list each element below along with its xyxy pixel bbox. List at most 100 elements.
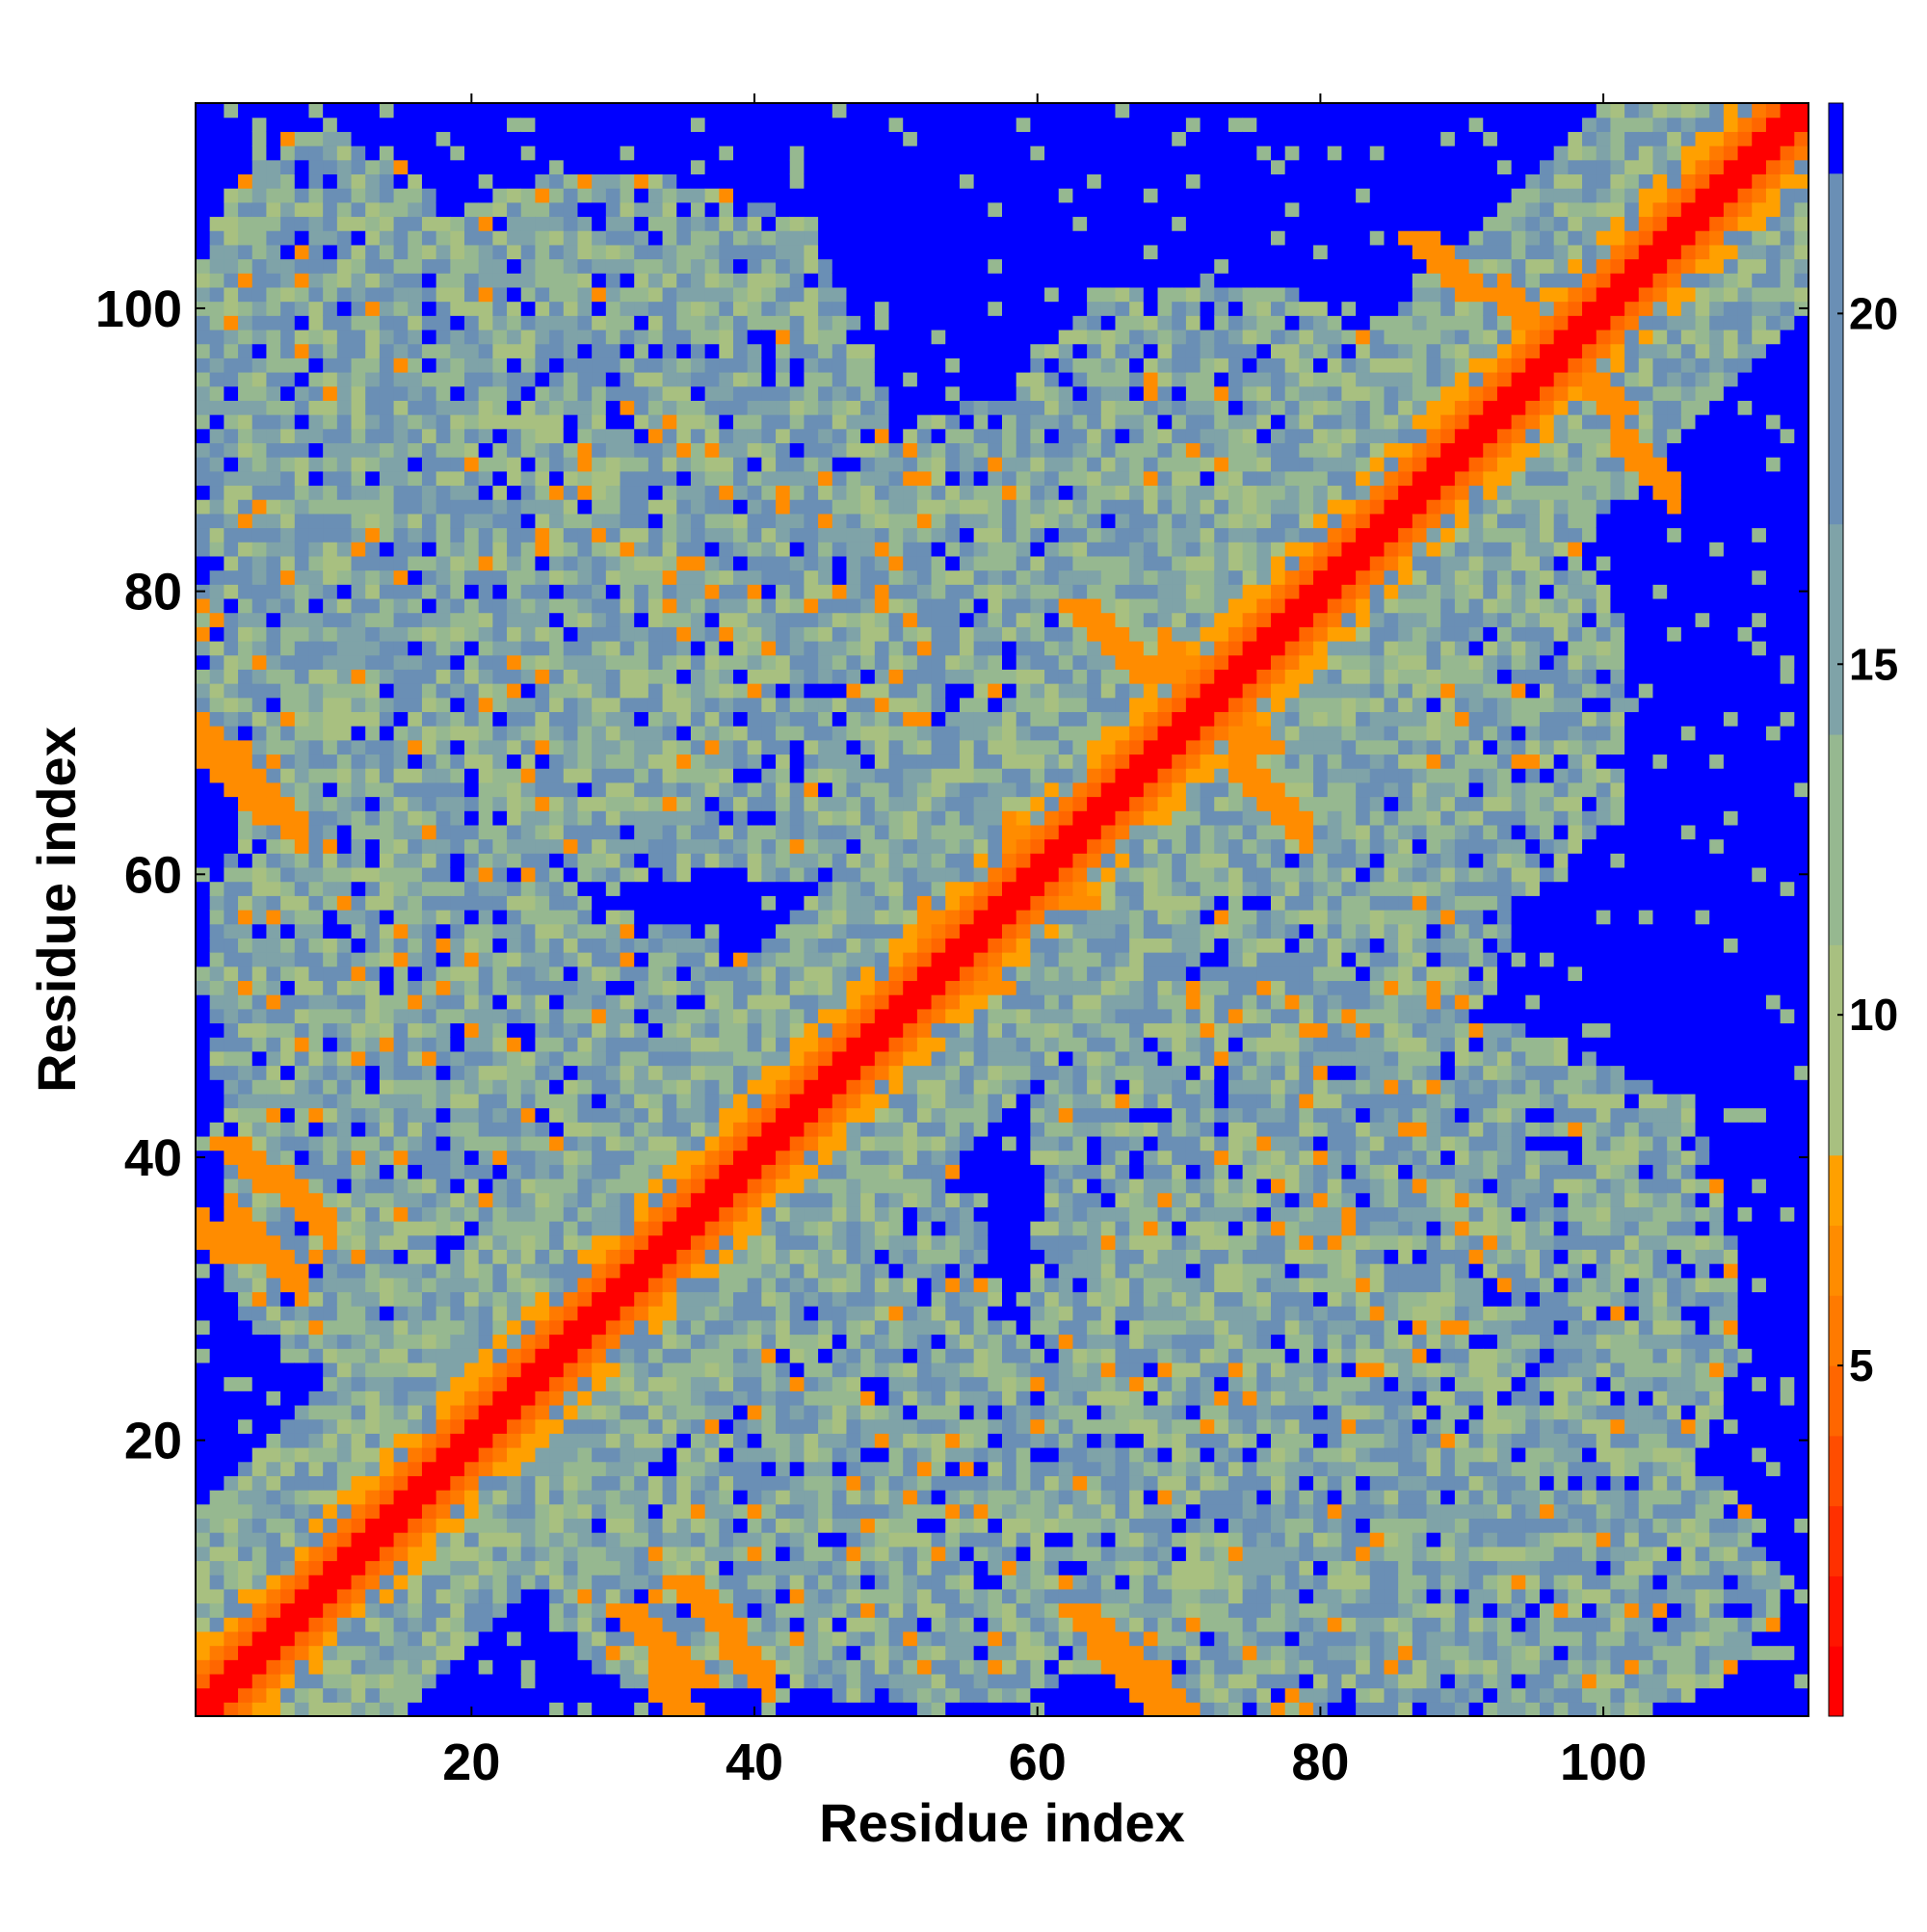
heatmap-cell xyxy=(577,1532,593,1548)
heatmap-cell xyxy=(351,513,366,529)
heatmap-cell xyxy=(605,781,621,798)
heatmap-cell xyxy=(676,258,692,274)
heatmap-cell xyxy=(421,1687,437,1703)
heatmap-cell xyxy=(563,159,579,175)
heatmap-cell xyxy=(224,923,239,939)
heatmap-cell xyxy=(520,781,537,798)
heatmap-cell xyxy=(520,952,537,967)
heatmap-cell xyxy=(196,966,211,982)
heatmap-cell xyxy=(336,1291,353,1307)
heatmap-cell xyxy=(308,1588,324,1604)
heatmap-cell xyxy=(436,527,451,543)
heatmap-cell xyxy=(704,1447,720,1463)
heatmap-cell xyxy=(634,131,649,146)
heatmap-cell xyxy=(747,555,762,571)
heatmap-cell xyxy=(450,923,465,939)
heatmap-cell xyxy=(592,1135,607,1151)
heatmap-cell xyxy=(620,1221,635,1236)
heatmap-cell xyxy=(690,188,706,203)
heatmap-cell xyxy=(620,1560,635,1575)
heatmap-cell xyxy=(336,980,353,995)
heatmap-cell xyxy=(365,584,381,599)
heatmap-cell xyxy=(209,910,224,925)
heatmap-cell xyxy=(379,286,395,303)
heatmap-cell xyxy=(747,273,762,288)
heatmap-cell xyxy=(478,1122,493,1137)
heatmap-cell xyxy=(761,838,777,854)
heatmap-cell xyxy=(776,1192,791,1207)
heatmap-cell xyxy=(464,1673,480,1689)
heatmap-cell xyxy=(492,1645,508,1660)
heatmap-cell xyxy=(238,1291,253,1307)
heatmap-cell xyxy=(719,230,734,246)
heatmap-cell xyxy=(196,442,211,458)
heatmap-cell xyxy=(209,1093,224,1109)
heatmap-cell xyxy=(620,1575,635,1590)
heatmap-cell xyxy=(662,1334,677,1349)
heatmap-cell xyxy=(747,414,762,430)
heatmap-cell xyxy=(351,952,366,967)
heatmap-cell xyxy=(436,726,451,741)
heatmap-cell xyxy=(365,428,381,444)
heatmap-cell xyxy=(209,542,224,557)
heatmap-cell xyxy=(704,1263,720,1279)
heatmap-cell xyxy=(634,569,649,585)
heatmap-cell xyxy=(436,1122,451,1137)
heatmap-cell xyxy=(224,244,239,260)
heatmap-cell xyxy=(592,244,607,260)
heatmap-cell xyxy=(478,866,493,883)
heatmap-cell xyxy=(294,796,310,811)
heatmap-cell xyxy=(647,938,664,953)
heatmap-cell xyxy=(563,513,579,529)
heatmap-cell xyxy=(761,1390,777,1406)
heatmap-cell xyxy=(647,1433,664,1448)
heatmap-cell xyxy=(266,159,281,175)
heatmap-cell xyxy=(776,768,791,783)
heatmap-cell xyxy=(323,117,338,132)
heatmap-cell xyxy=(704,938,720,953)
heatmap-cell xyxy=(450,895,465,911)
heatmap-cell xyxy=(634,1135,649,1151)
heatmap-cell xyxy=(266,1291,281,1307)
heatmap-cell xyxy=(323,1093,338,1109)
heatmap-cell xyxy=(238,654,253,670)
heatmap-cell xyxy=(776,853,791,868)
heatmap-cell xyxy=(620,372,635,387)
heatmap-cell xyxy=(605,442,621,458)
heatmap-cell xyxy=(294,555,310,571)
heatmap-cell xyxy=(308,301,324,316)
heatmap-cell xyxy=(280,1376,296,1391)
heatmap-cell xyxy=(464,1575,480,1590)
heatmap-cell xyxy=(251,244,268,260)
heatmap-cell xyxy=(690,1518,706,1533)
heatmap-cell xyxy=(365,555,381,571)
heatmap-cell xyxy=(251,258,268,274)
heatmap-cell xyxy=(520,1263,537,1279)
heatmap-cell xyxy=(592,357,607,373)
heatmap-cell xyxy=(563,173,579,189)
heatmap-cell xyxy=(535,343,550,358)
heatmap-cell xyxy=(605,1630,621,1647)
heatmap-cell xyxy=(224,853,239,868)
heatmap-cell xyxy=(351,470,366,487)
heatmap-cell xyxy=(592,824,607,840)
heatmap-cell xyxy=(323,994,338,1010)
heatmap-cell xyxy=(507,1221,522,1236)
heatmap-cell xyxy=(719,159,734,175)
heatmap-cell xyxy=(605,1702,621,1717)
heatmap-cell xyxy=(804,1575,819,1590)
heatmap-cell xyxy=(747,1022,762,1038)
heatmap-cell xyxy=(704,726,720,741)
heatmap-cell xyxy=(436,1588,451,1604)
heatmap-cell xyxy=(266,781,281,798)
heatmap-cell xyxy=(379,230,395,246)
heatmap-cell xyxy=(323,1376,338,1391)
heatmap-cell xyxy=(507,385,522,401)
heatmap-cell xyxy=(719,1546,734,1562)
heatmap-cell xyxy=(789,1659,805,1675)
heatmap-cell xyxy=(351,1546,366,1562)
heatmap-cell xyxy=(436,273,451,288)
heatmap-cell xyxy=(323,1178,338,1194)
heatmap-cell xyxy=(336,1702,353,1717)
heatmap-cell xyxy=(351,1277,366,1293)
